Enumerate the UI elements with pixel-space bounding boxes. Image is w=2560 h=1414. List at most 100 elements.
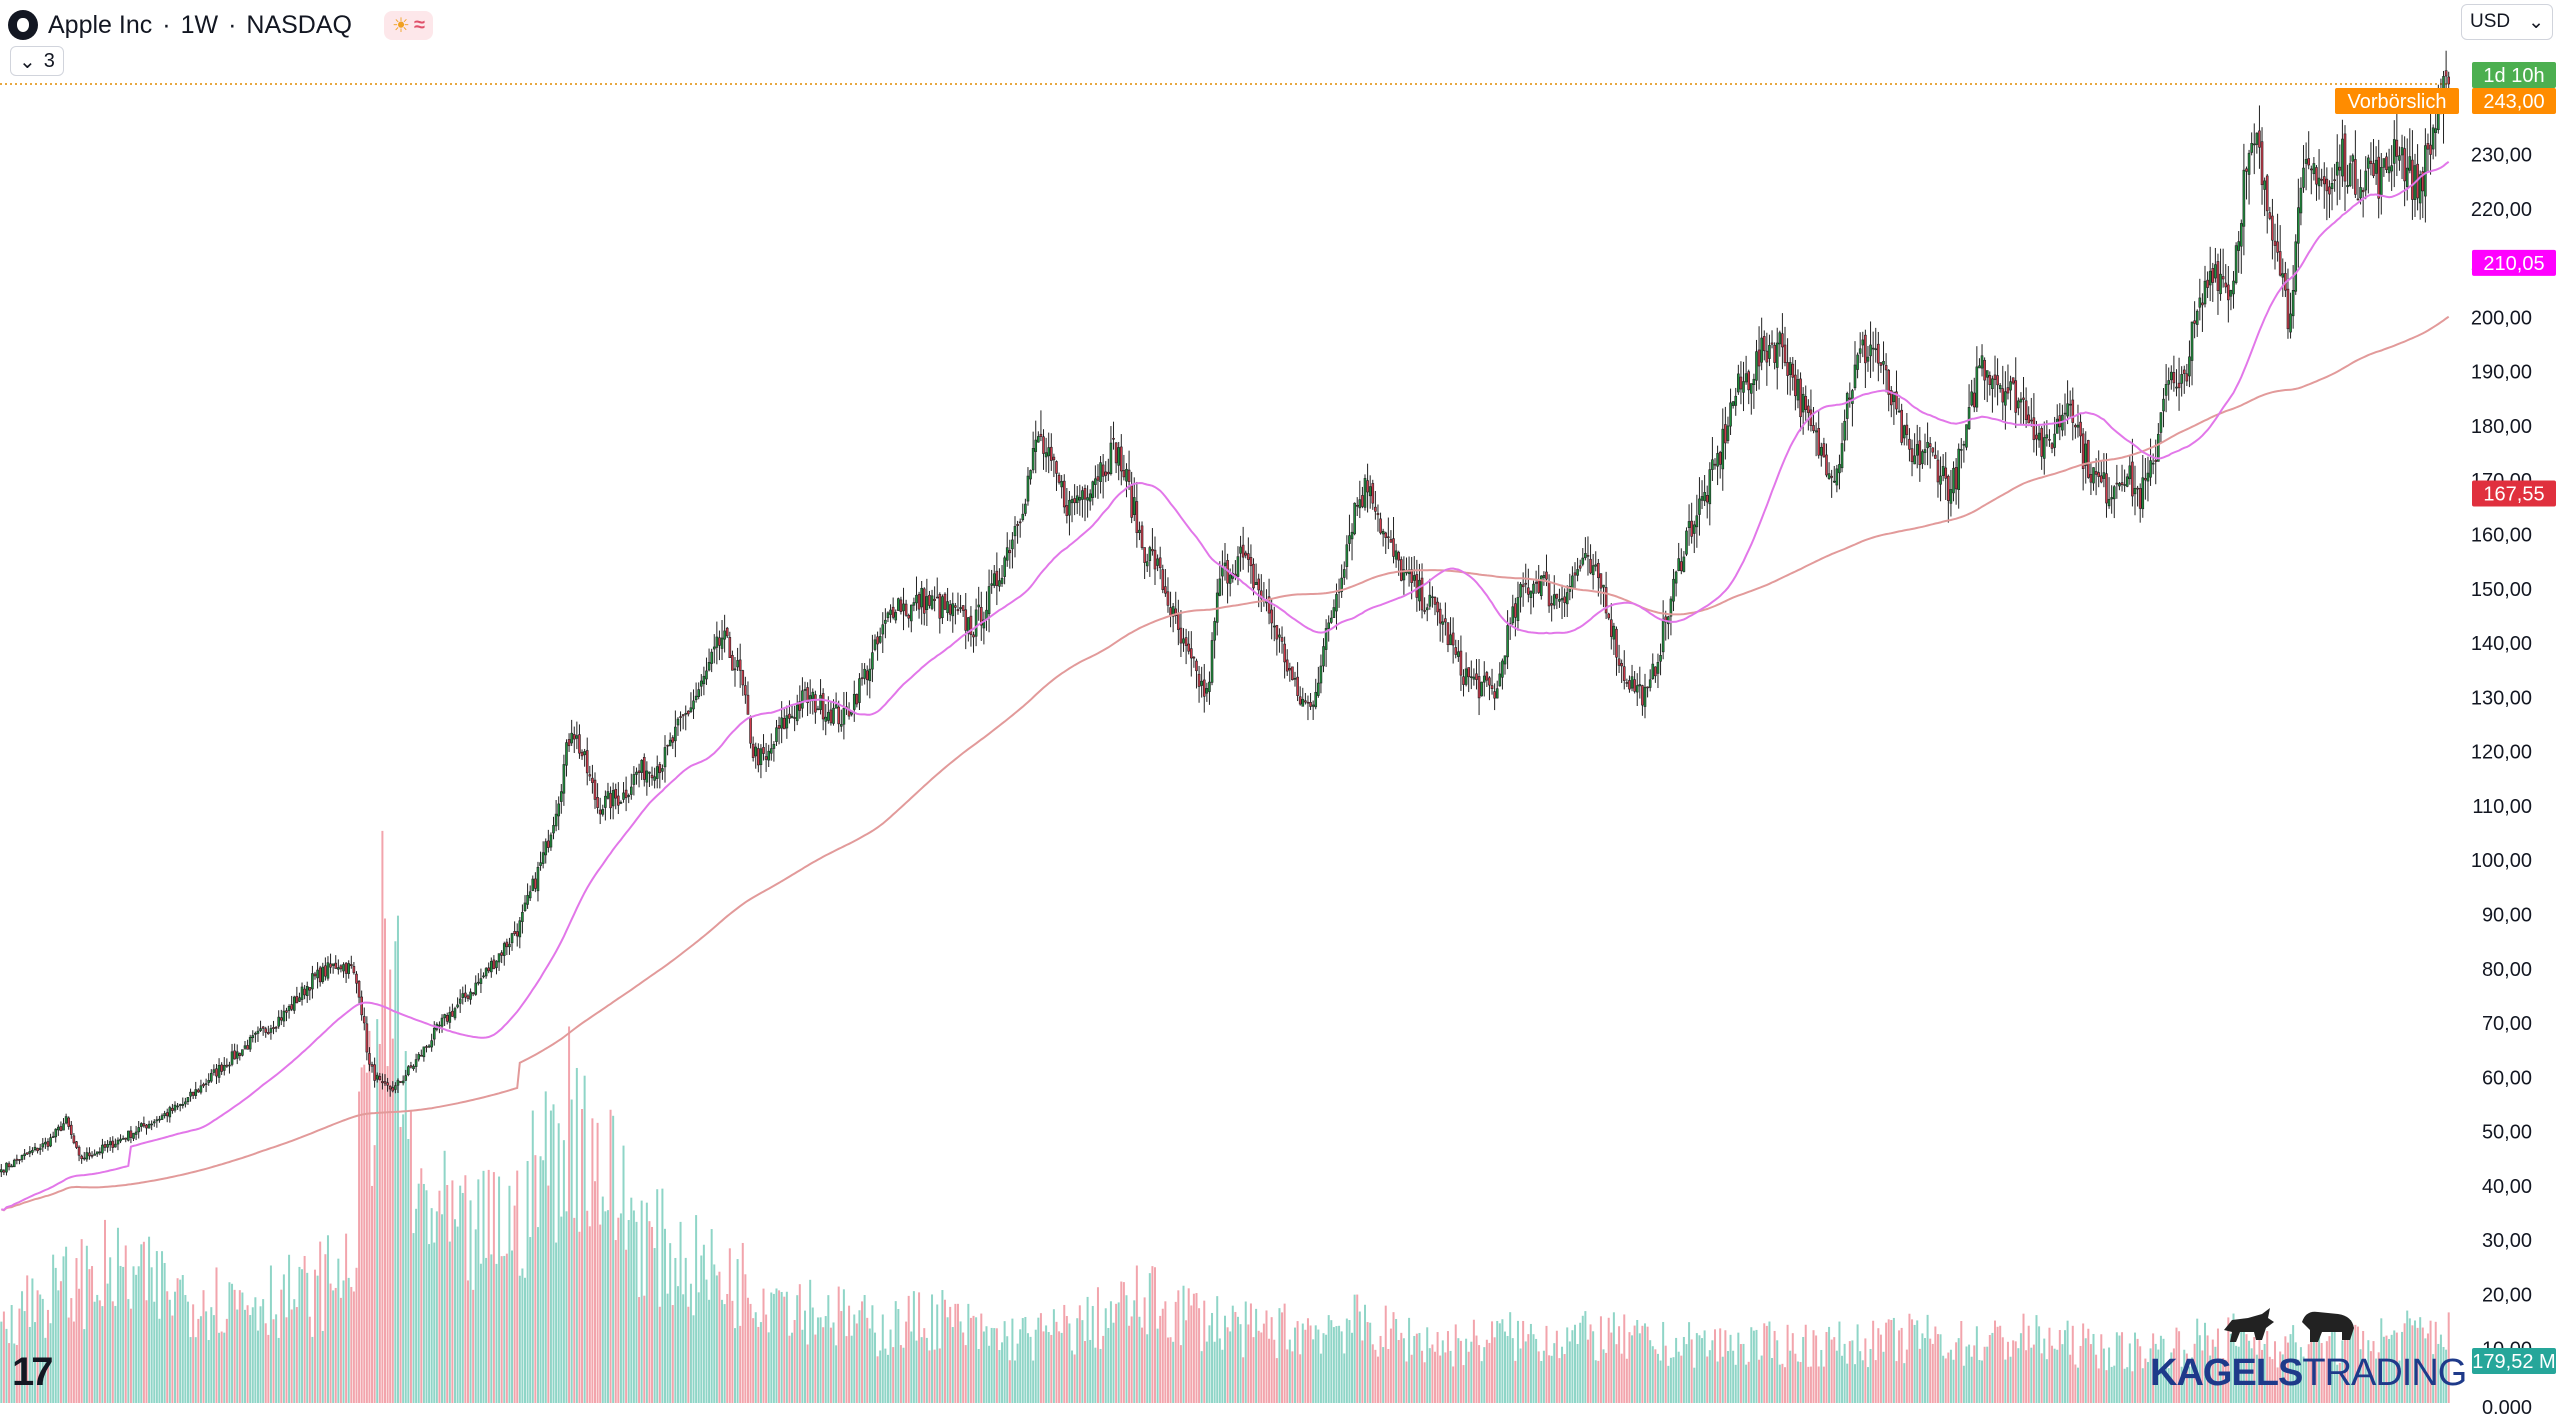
candle bbox=[64, 1113, 68, 1125]
candle bbox=[1856, 352, 1859, 379]
candle bbox=[648, 771, 651, 787]
candle bbox=[1731, 401, 1735, 409]
candle bbox=[1210, 632, 1214, 686]
volume-bar bbox=[1052, 1309, 1055, 1403]
candle bbox=[292, 995, 296, 1014]
candle bbox=[948, 600, 952, 622]
volume-bar bbox=[1008, 1360, 1011, 1403]
candle bbox=[865, 665, 869, 696]
candle bbox=[171, 1103, 174, 1114]
candle bbox=[588, 765, 592, 781]
candle bbox=[375, 1072, 379, 1083]
candle bbox=[25, 1152, 29, 1155]
candle bbox=[1822, 437, 1826, 458]
volume-bar bbox=[959, 1321, 962, 1403]
volume-bar bbox=[1729, 1334, 1732, 1403]
candle bbox=[536, 861, 540, 902]
candle bbox=[2055, 404, 2059, 434]
volume-bar bbox=[876, 1356, 879, 1403]
volume-bar bbox=[1039, 1313, 1042, 1403]
candle bbox=[894, 609, 898, 624]
candle bbox=[534, 872, 537, 893]
volume-bar bbox=[1955, 1342, 1958, 1403]
volume-bar bbox=[1021, 1318, 1024, 1403]
candle bbox=[2112, 485, 2116, 519]
candle bbox=[666, 744, 669, 756]
volume-bar bbox=[1244, 1301, 1247, 1403]
volume-bar bbox=[150, 1267, 153, 1403]
candle bbox=[2125, 473, 2129, 488]
volume-bar bbox=[448, 1241, 451, 1403]
candle bbox=[801, 677, 804, 718]
session-status-badge[interactable]: ☀ ≈ bbox=[384, 10, 433, 40]
volume-bar bbox=[2258, 1335, 2261, 1403]
volume-bar bbox=[1164, 1301, 1167, 1403]
volume-bar bbox=[339, 1297, 342, 1403]
volume-bar bbox=[1576, 1343, 1579, 1403]
volume-bar bbox=[2157, 1349, 2160, 1403]
candle bbox=[2185, 363, 2189, 387]
candle bbox=[1213, 617, 1216, 659]
volume-bar bbox=[2152, 1333, 2155, 1403]
candle bbox=[1319, 654, 1323, 694]
interval-label[interactable]: 1W bbox=[180, 10, 219, 39]
volume-bar bbox=[1242, 1357, 1245, 1403]
candle bbox=[1013, 516, 1017, 558]
candle bbox=[132, 1132, 135, 1141]
candle bbox=[1379, 512, 1382, 535]
candle bbox=[617, 782, 620, 815]
candle bbox=[466, 994, 470, 1002]
volume-bar bbox=[1042, 1331, 1045, 1403]
volume-bar bbox=[1216, 1296, 1219, 1403]
candle bbox=[23, 1148, 26, 1160]
candle bbox=[502, 941, 506, 966]
currency-selector[interactable]: USD ⌄ bbox=[2461, 4, 2553, 40]
volume-bar bbox=[106, 1283, 109, 1403]
candle bbox=[1200, 666, 1203, 698]
candle bbox=[207, 1073, 211, 1086]
candle bbox=[1910, 439, 1914, 477]
candle bbox=[852, 680, 856, 722]
volume-bar bbox=[321, 1330, 324, 1403]
volume-bar bbox=[1623, 1314, 1626, 1403]
candle bbox=[1462, 669, 1465, 697]
tradingview-logo-icon[interactable]: 17 bbox=[12, 1350, 53, 1394]
candle bbox=[2364, 156, 2368, 200]
volume-bar bbox=[2286, 1342, 2289, 1403]
symbol-name[interactable]: Apple Inc bbox=[48, 10, 153, 39]
candle bbox=[1143, 547, 1146, 580]
candle bbox=[1254, 563, 1258, 586]
candle bbox=[2265, 173, 2269, 234]
indicators-collapse-button[interactable]: ⌄ 3 bbox=[10, 46, 64, 76]
candle bbox=[2081, 428, 2085, 491]
candle bbox=[2229, 289, 2233, 311]
candle bbox=[150, 1120, 153, 1131]
y-tick-label: 120,00 bbox=[2471, 742, 2532, 764]
candle bbox=[2169, 365, 2173, 390]
candle bbox=[1674, 570, 1678, 597]
currency-label: USD bbox=[2470, 11, 2511, 32]
candle bbox=[1679, 548, 1683, 575]
price-axis[interactable]: 10,0020,0030,0040,0050,0060,0070,0080,00… bbox=[2471, 145, 2532, 1414]
candle bbox=[2341, 119, 2344, 187]
volume-bar bbox=[1351, 1332, 1354, 1403]
candle bbox=[1472, 668, 1476, 686]
volume-bar bbox=[332, 1290, 335, 1403]
candle bbox=[1586, 536, 1590, 576]
candle bbox=[655, 755, 659, 789]
volume-bar bbox=[1283, 1303, 1286, 1403]
candle bbox=[2294, 234, 2298, 295]
volume-bar bbox=[142, 1241, 145, 1403]
candle bbox=[764, 742, 768, 772]
candle bbox=[811, 688, 815, 715]
candle bbox=[254, 1031, 257, 1043]
volume-bar bbox=[2310, 1323, 2313, 1403]
volume-bar bbox=[1488, 1342, 1491, 1403]
volume-bar bbox=[498, 1176, 501, 1403]
candle bbox=[1324, 619, 1328, 667]
candle bbox=[772, 741, 776, 762]
candle bbox=[1278, 628, 1281, 653]
volume-bar bbox=[2398, 1360, 2401, 1403]
volume-bar bbox=[1249, 1303, 1252, 1403]
